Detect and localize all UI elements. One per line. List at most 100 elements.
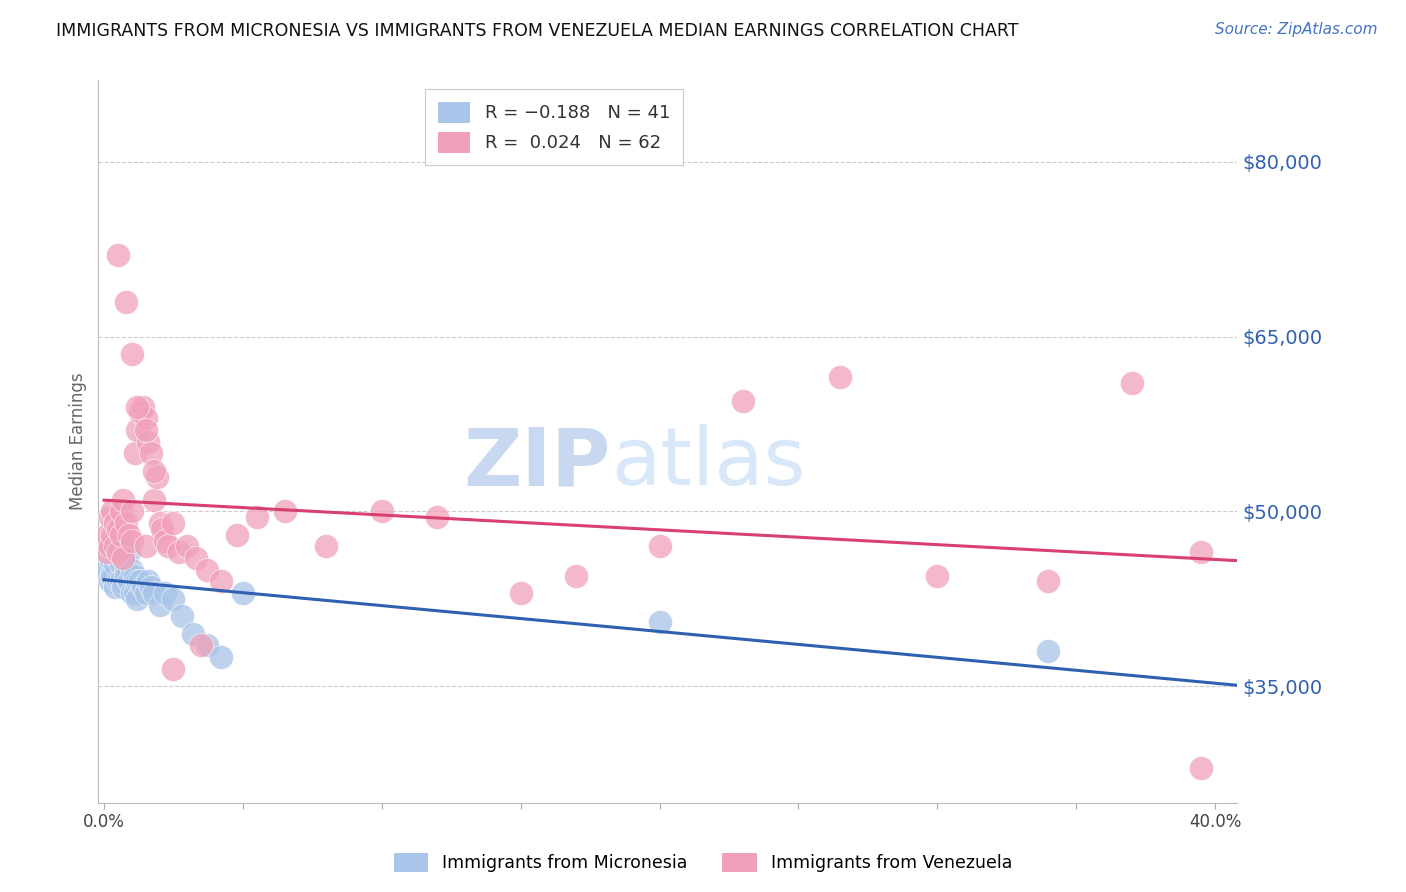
Point bbox=[150, 522, 173, 536]
Point bbox=[426, 510, 449, 524]
Point bbox=[115, 568, 138, 582]
Point bbox=[124, 446, 146, 460]
Point bbox=[107, 574, 129, 589]
Point bbox=[226, 528, 249, 542]
Y-axis label: Median Earnings: Median Earnings bbox=[69, 373, 87, 510]
Point bbox=[96, 563, 118, 577]
Point bbox=[115, 294, 138, 309]
Point bbox=[565, 568, 588, 582]
Point bbox=[124, 586, 146, 600]
Point bbox=[731, 393, 754, 408]
Point bbox=[104, 540, 127, 554]
Point bbox=[315, 540, 337, 554]
Point bbox=[162, 591, 184, 606]
Point bbox=[112, 492, 135, 507]
Point bbox=[148, 598, 170, 612]
Point bbox=[648, 615, 671, 630]
Point bbox=[96, 545, 118, 559]
Point bbox=[98, 574, 121, 589]
Point bbox=[101, 504, 124, 518]
Point bbox=[135, 423, 157, 437]
Point bbox=[121, 504, 143, 518]
Point bbox=[127, 574, 149, 589]
Point bbox=[153, 533, 176, 548]
Point bbox=[132, 400, 155, 414]
Point bbox=[927, 568, 949, 582]
Point bbox=[115, 516, 138, 530]
Point bbox=[828, 370, 851, 384]
Point bbox=[135, 411, 157, 425]
Point bbox=[112, 580, 135, 594]
Legend: Immigrants from Micronesia, Immigrants from Venezuela: Immigrants from Micronesia, Immigrants f… bbox=[387, 846, 1019, 879]
Point bbox=[121, 563, 143, 577]
Point bbox=[115, 563, 138, 577]
Point bbox=[181, 627, 204, 641]
Point bbox=[162, 516, 184, 530]
Point bbox=[129, 574, 152, 589]
Point bbox=[101, 568, 124, 582]
Point bbox=[1189, 761, 1212, 775]
Point bbox=[107, 551, 129, 566]
Point bbox=[101, 545, 124, 559]
Point bbox=[98, 540, 121, 554]
Point bbox=[141, 580, 163, 594]
Point bbox=[118, 528, 141, 542]
Point bbox=[232, 586, 254, 600]
Point bbox=[118, 545, 141, 559]
Point bbox=[98, 551, 121, 566]
Point bbox=[648, 540, 671, 554]
Point bbox=[110, 557, 132, 571]
Point bbox=[209, 574, 232, 589]
Point bbox=[190, 639, 212, 653]
Text: ZIP: ZIP bbox=[464, 425, 612, 502]
Point bbox=[145, 469, 167, 483]
Point bbox=[129, 405, 152, 419]
Point bbox=[118, 574, 141, 589]
Point bbox=[124, 568, 146, 582]
Point bbox=[170, 609, 193, 624]
Point bbox=[96, 528, 118, 542]
Point bbox=[121, 533, 143, 548]
Point bbox=[104, 557, 127, 571]
Point bbox=[143, 492, 166, 507]
Point bbox=[1038, 644, 1060, 658]
Point bbox=[110, 574, 132, 589]
Point bbox=[107, 522, 129, 536]
Point bbox=[107, 248, 129, 262]
Point bbox=[104, 580, 127, 594]
Point bbox=[127, 400, 149, 414]
Point bbox=[96, 540, 118, 554]
Point bbox=[135, 540, 157, 554]
Point bbox=[195, 563, 218, 577]
Text: atlas: atlas bbox=[612, 425, 806, 502]
Point bbox=[110, 528, 132, 542]
Point bbox=[153, 586, 176, 600]
Point bbox=[138, 434, 160, 449]
Point bbox=[1038, 574, 1060, 589]
Point bbox=[127, 423, 149, 437]
Point bbox=[209, 650, 232, 665]
Point bbox=[371, 504, 394, 518]
Point bbox=[195, 639, 218, 653]
Point bbox=[184, 551, 207, 566]
Point bbox=[127, 591, 149, 606]
Point bbox=[509, 586, 531, 600]
Point bbox=[132, 580, 155, 594]
Point bbox=[143, 586, 166, 600]
Point bbox=[110, 504, 132, 518]
Point bbox=[112, 551, 135, 566]
Point bbox=[1121, 376, 1143, 391]
Point bbox=[135, 586, 157, 600]
Point bbox=[121, 586, 143, 600]
Point bbox=[156, 540, 179, 554]
Point bbox=[121, 347, 143, 361]
Text: Source: ZipAtlas.com: Source: ZipAtlas.com bbox=[1215, 22, 1378, 37]
Point bbox=[167, 545, 190, 559]
Point bbox=[98, 510, 121, 524]
Point bbox=[104, 516, 127, 530]
Point bbox=[107, 545, 129, 559]
Point bbox=[101, 528, 124, 542]
Point bbox=[246, 510, 269, 524]
Point bbox=[141, 446, 163, 460]
Point bbox=[1189, 545, 1212, 559]
